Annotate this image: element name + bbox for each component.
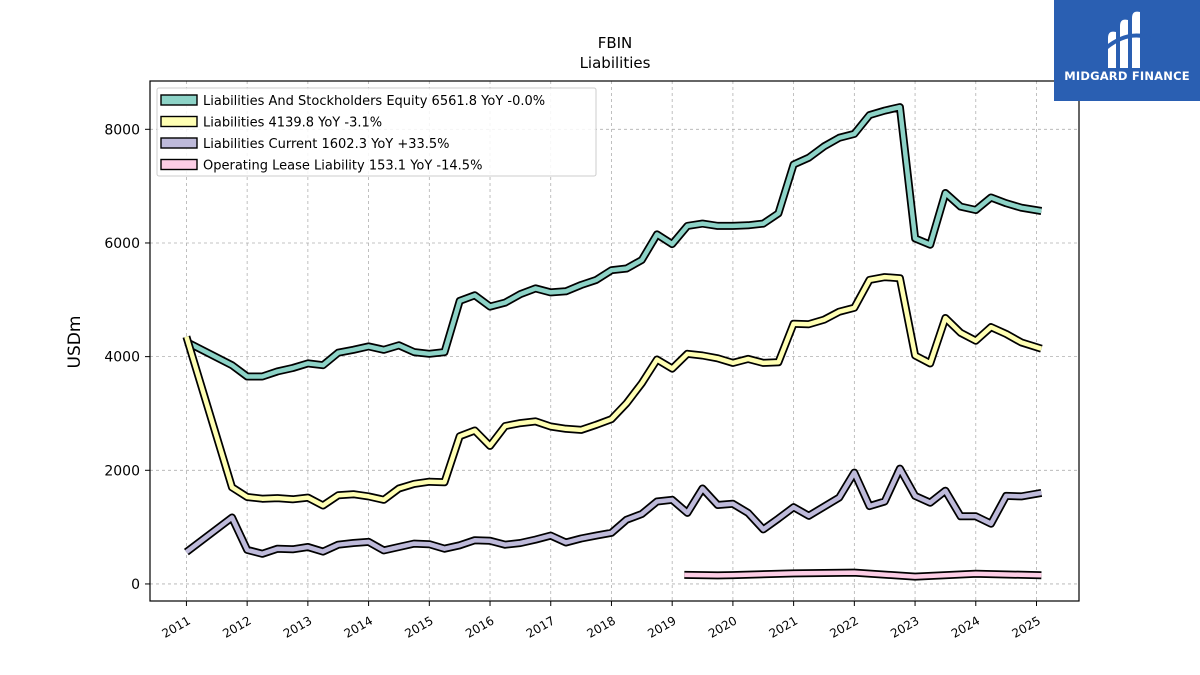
y-tick-label: 0 xyxy=(131,577,140,593)
y-tick-label: 2000 xyxy=(104,463,140,479)
legend-entry: Liabilities 4139.8 YoY -3.1% xyxy=(203,116,382,131)
x-tick-label: 2017 xyxy=(524,613,557,640)
legend-swatch xyxy=(160,137,198,149)
x-tick-label: 2015 xyxy=(402,613,435,640)
axis-ticks: 2011 2012 2013 2014 2015 2016 2017 2018 2019 2020… xyxy=(104,122,1043,641)
chart-title: FBIN xyxy=(598,34,633,52)
x-tick-label: 2024 xyxy=(949,613,982,640)
chart-subtitle: Liabilities xyxy=(580,54,651,72)
x-tick-label: 2023 xyxy=(888,613,921,640)
series-group xyxy=(182,103,1043,581)
series-line-outline xyxy=(183,464,1043,558)
series-line-3 xyxy=(684,570,1042,579)
series-line-0 xyxy=(185,104,1042,379)
x-tick-label: 2012 xyxy=(220,613,253,640)
series-line-2 xyxy=(185,466,1042,557)
x-tick-label: 2020 xyxy=(706,613,739,640)
y-tick-label: 8000 xyxy=(104,122,140,138)
x-tick-label: 2018 xyxy=(585,613,618,640)
legend-swatch xyxy=(160,115,198,128)
x-tick-label: 2016 xyxy=(463,613,496,640)
x-tick-label: 2013 xyxy=(281,613,314,640)
series-line-outline xyxy=(182,273,1043,510)
legend-entry: Operating Lease Liability 153.1 YoY -14.… xyxy=(203,159,482,174)
y-axis-label: USDm xyxy=(65,316,85,369)
x-tick-label: 2011 xyxy=(159,613,192,640)
midgard-logo-icon xyxy=(1104,11,1151,69)
y-tick-label: 6000 xyxy=(104,236,140,252)
brand-logo: MIDGARD FINANCE xyxy=(1054,0,1200,101)
series-line-1 xyxy=(184,274,1043,508)
x-tick-label: 2022 xyxy=(827,613,860,640)
legend-box xyxy=(156,87,597,177)
legend-entry: Liabilities Current 1602.3 YoY +33.5% xyxy=(203,137,450,152)
x-tick-label: 2014 xyxy=(342,613,375,640)
legend-swatch xyxy=(160,94,198,106)
x-tick-label: 2025 xyxy=(1010,613,1043,640)
logo-text: MIDGARD FINANCE xyxy=(1064,69,1190,83)
legend-entry: Liabilities And Stockholders Equity 6561… xyxy=(203,94,545,109)
legend: Liabilities And Stockholders Equity 6561… xyxy=(156,87,597,177)
y-tick-label: 4000 xyxy=(104,350,140,366)
x-tick-label: 2021 xyxy=(767,613,800,640)
legend-swatch xyxy=(160,158,198,171)
x-tick-label: 2019 xyxy=(645,613,678,640)
plot-frame xyxy=(149,80,1080,602)
